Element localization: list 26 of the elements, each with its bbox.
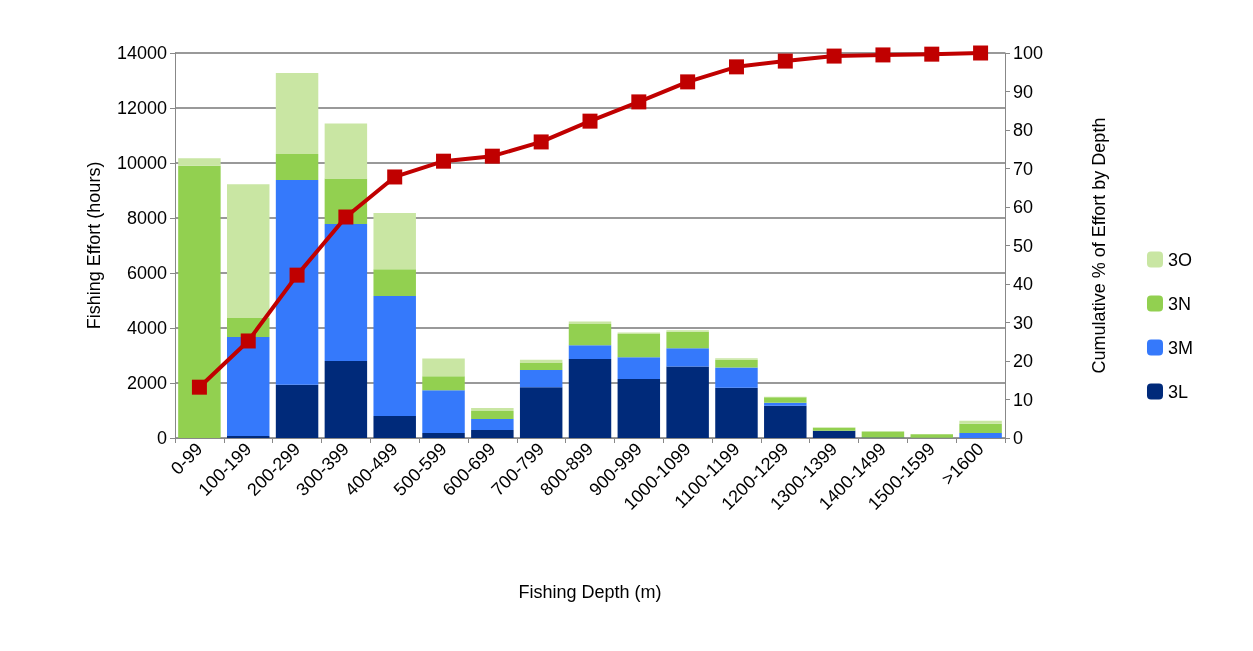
y2-tick-label: 60 [1013,197,1034,217]
y-tick-label: 4000 [126,318,167,338]
y2-tick-label: 40 [1013,274,1034,294]
y2-tick-label: 100 [1013,43,1044,63]
y-axis-title: Fishing Effort (hours) [84,161,104,330]
y2-tick-label: 0 [1013,428,1024,448]
y2-tick-label: 20 [1013,351,1034,371]
legend-label: 3L [1168,381,1189,402]
legend-label: 3O [1168,249,1193,270]
y2-tick-label: 90 [1013,81,1034,102]
y-tick-label: 2000 [126,373,167,393]
legend-label: 3N [1168,293,1192,314]
y2-tick-label: 50 [1013,235,1034,256]
y-tick-label: 6000 [126,263,167,283]
y-tick-label: 10000 [116,153,167,173]
y2-tick-label: 70 [1013,158,1034,179]
y-tick-label: 0 [156,428,167,448]
legend-label: 3M [1168,337,1194,358]
y-tick-label: 14000 [116,43,167,63]
y2-axis-title: Cumulative % of Effort by Depth [1089,117,1109,374]
y2-tick-label: 80 [1013,120,1034,140]
y-tick-label: 8000 [126,208,167,228]
y2-tick-label: 30 [1013,312,1034,333]
y-tick-label: 12000 [116,98,167,118]
y2-tick-label: 10 [1013,389,1034,410]
x-axis-title: Fishing Depth (m) [518,582,662,602]
